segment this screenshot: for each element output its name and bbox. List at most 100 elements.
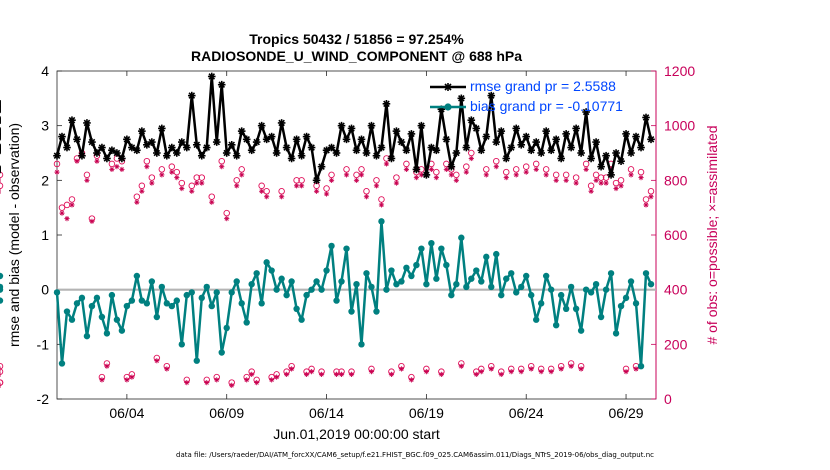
obs-assimilated-point — [568, 363, 574, 369]
obs-assimilated-point — [403, 166, 410, 172]
obs-assimilated-point — [543, 172, 549, 178]
obs-assimilated-point — [289, 366, 295, 372]
bias-point — [642, 270, 650, 277]
bias-point — [258, 300, 265, 307]
obs-assimilated-point — [239, 172, 245, 178]
y-right-tick-label: 200 — [664, 336, 688, 352]
rmse-point — [168, 143, 176, 152]
obs-possible-point — [403, 160, 410, 168]
obs-possible-point — [592, 171, 600, 179]
obs-possible-point — [503, 168, 510, 176]
obs-assimilated-point — [254, 380, 260, 386]
obs-assimilated-point — [643, 202, 649, 208]
bias-point — [383, 286, 390, 293]
rmse-point — [647, 135, 655, 144]
obs-possible-point — [178, 179, 186, 187]
rmse-point — [507, 143, 516, 152]
bias-point — [473, 267, 480, 274]
obs-assimilated-point — [498, 371, 504, 377]
obs-assimilated-point — [99, 377, 105, 383]
obs-assimilated-point — [104, 363, 110, 369]
bias-point — [193, 357, 200, 364]
bias-point — [503, 275, 510, 282]
rmse-point — [532, 138, 540, 146]
obs-possible-point — [208, 193, 215, 200]
bias-point — [617, 302, 625, 310]
bias-point — [478, 278, 485, 285]
bias-point — [602, 286, 610, 293]
rmse-point — [602, 151, 610, 160]
bias-point — [418, 245, 425, 252]
obs-assimilated-point — [194, 180, 200, 186]
obs-assimilated-point — [119, 166, 125, 172]
y-axis-title: rmse and bias (model - observation) — [6, 122, 22, 348]
rmse-point — [232, 151, 241, 160]
y-tick-label: -1 — [37, 336, 50, 352]
bias-point — [113, 316, 121, 323]
bias-point — [118, 327, 126, 334]
obs-possible-point — [647, 188, 655, 195]
bias-point — [208, 302, 215, 310]
rmse-point — [163, 151, 171, 160]
obs-assimilated-point — [69, 202, 75, 208]
obs-assimilated-point — [259, 188, 265, 194]
bias-point — [468, 275, 475, 282]
obs-possible-point — [612, 179, 620, 187]
rmse-point — [642, 113, 650, 122]
obs-assimilated-point — [74, 158, 80, 164]
obs-assimilated-point — [303, 371, 310, 377]
obs-assimilated-point — [528, 366, 534, 372]
bias-point — [138, 297, 146, 304]
obs-possible-point — [68, 196, 76, 203]
rmse-point — [267, 132, 276, 141]
rmse-point — [148, 138, 156, 146]
rmse-point — [527, 146, 536, 155]
legend-bias-marker — [444, 103, 452, 111]
obs-assimilated-point — [109, 166, 115, 172]
obs-assimilated-point — [638, 175, 644, 181]
bias-point — [173, 297, 180, 304]
bias-point — [253, 270, 260, 277]
bias-point — [158, 283, 166, 291]
obs-possible-point — [143, 157, 151, 165]
obs-assimilated-point — [229, 382, 235, 388]
rmse-point — [372, 151, 381, 160]
bias-point — [318, 286, 325, 293]
bias-point — [283, 291, 290, 299]
obs-assimilated-point — [438, 371, 444, 377]
rmse-point — [272, 149, 281, 157]
bias-point — [68, 316, 76, 323]
rmse-point — [362, 149, 371, 157]
y-tick-label: 2 — [41, 172, 49, 188]
rmse-point — [207, 72, 216, 81]
bias-point — [243, 319, 250, 326]
rmse-point — [442, 135, 451, 144]
obs-possible-point — [158, 166, 166, 173]
rmse-point — [297, 151, 306, 160]
obs-possible-point — [463, 163, 470, 170]
bias-point — [448, 291, 455, 299]
obs-possible-point — [53, 160, 61, 168]
bias-point — [632, 300, 640, 307]
rmse-point — [68, 116, 76, 124]
obs-assimilated-point — [224, 216, 230, 222]
obs-assimilated-point — [343, 172, 350, 178]
obs-possible-point — [532, 160, 540, 168]
bias-point — [133, 272, 141, 280]
bias-point — [542, 272, 550, 280]
obs-assimilated-point — [443, 166, 449, 172]
obs-assimilated-point — [398, 366, 405, 372]
x-tick-label: 06/04 — [109, 405, 144, 421]
obs-assimilated-point — [139, 188, 145, 194]
bias-point — [188, 289, 195, 296]
obs-assimilated-point — [493, 164, 499, 170]
bias-point — [0, 297, 4, 304]
obs-assimilated-point — [448, 172, 454, 178]
rmse-point — [312, 176, 321, 185]
rmse-point — [212, 138, 221, 146]
rmse-point — [227, 141, 236, 149]
obs-possible-point — [512, 166, 520, 173]
rmse-point — [307, 143, 316, 152]
